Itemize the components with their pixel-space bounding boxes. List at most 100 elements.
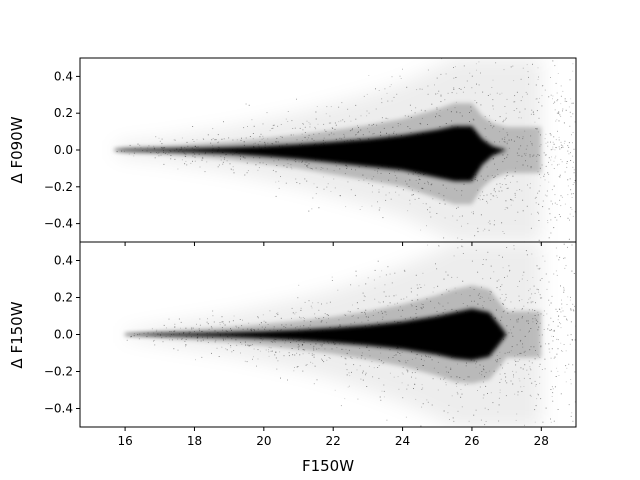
scatter-point [531, 143, 533, 145]
scatter-point [442, 184, 444, 186]
scatter-point [396, 157, 398, 159]
top-y-axis-label: Δ F090W [8, 116, 26, 183]
scatter-point [428, 157, 430, 158]
scatter-point [416, 134, 418, 136]
scatter-point [226, 331, 228, 332]
scatter-point [345, 314, 347, 316]
scatter-point [462, 129, 464, 131]
scatter-point [395, 191, 397, 193]
scatter-point [506, 382, 508, 384]
scatter-point [263, 320, 265, 322]
scatter-point [306, 364, 308, 365]
scatter-point [414, 383, 416, 385]
scatter-point [566, 319, 568, 321]
scatter-point [314, 144, 316, 145]
scatter-point [333, 150, 335, 152]
scatter-point [495, 359, 497, 361]
scatter-point [522, 368, 524, 370]
scatter-point [247, 170, 249, 172]
scatter-point [317, 123, 319, 125]
scatter-point [451, 120, 452, 122]
scatter-point [458, 177, 460, 179]
scatter-point [482, 305, 484, 307]
scatter-point [422, 306, 424, 308]
scatter-point [531, 144, 533, 146]
scatter-point [196, 147, 198, 148]
scatter-point [570, 98, 572, 100]
scatter-point [376, 145, 378, 147]
scatter-point [571, 339, 573, 341]
scatter-point [560, 115, 562, 117]
scatter-point [192, 152, 194, 154]
scatter-point [482, 191, 483, 193]
scatter-point [539, 356, 541, 358]
scatter-point [469, 341, 471, 343]
scatter-point [352, 334, 354, 336]
scatter-point [346, 166, 348, 168]
scatter-point [483, 394, 485, 396]
scatter-point [275, 141, 277, 143]
scatter-point [308, 163, 310, 165]
scatter-point [436, 140, 438, 141]
scatter-point [421, 319, 423, 321]
scatter-point [251, 330, 252, 332]
scatter-point [273, 160, 275, 162]
scatter-point [199, 318, 201, 320]
scatter-point [393, 132, 395, 134]
scatter-point [530, 346, 532, 348]
scatter-point [225, 333, 227, 335]
scatter-point [292, 354, 294, 356]
scatter-point [377, 167, 379, 169]
scatter-point [572, 309, 574, 311]
scatter-point [315, 193, 317, 195]
scatter-point [362, 134, 364, 136]
scatter-point [463, 138, 465, 140]
scatter-point [489, 290, 491, 292]
scatter-point [348, 385, 350, 387]
scatter-point [500, 378, 502, 380]
scatter-point [434, 145, 436, 147]
scatter-point [339, 324, 341, 326]
scatter-point [538, 220, 540, 221]
scatter-point [480, 175, 482, 177]
scatter-point [380, 336, 382, 338]
scatter-point [565, 109, 567, 111]
scatter-point [165, 336, 167, 338]
scatter-point [516, 344, 518, 346]
scatter-point [454, 188, 456, 190]
scatter-point [488, 297, 490, 299]
scatter-point [516, 189, 518, 191]
scatter-point [492, 158, 494, 160]
y-tick-label: 0.4 [54, 69, 73, 83]
scatter-point [415, 107, 417, 109]
scatter-point [416, 294, 418, 296]
scatter-point [439, 202, 441, 204]
scatter-point [551, 348, 553, 350]
scatter-point [568, 106, 570, 108]
scatter-point [326, 168, 328, 170]
scatter-point [393, 376, 395, 378]
scatter-point [352, 332, 354, 334]
scatter-point [212, 128, 214, 130]
scatter-point [531, 382, 533, 384]
scatter-point [192, 139, 194, 140]
scatter-point [223, 339, 224, 341]
scatter-point [525, 91, 527, 93]
scatter-point [278, 145, 280, 147]
scatter-point [385, 311, 387, 313]
y-tick-label: 0.4 [54, 254, 73, 268]
scatter-point [315, 143, 317, 145]
scatter-point [258, 147, 260, 149]
scatter-point [467, 376, 469, 378]
scatter-point [372, 315, 374, 316]
scatter-point [331, 153, 333, 155]
scatter-point [426, 298, 428, 300]
scatter-point [457, 393, 459, 395]
scatter-point [522, 346, 524, 348]
scatter-point [551, 164, 553, 166]
scatter-point [511, 139, 512, 141]
scatter-point [493, 125, 495, 127]
scatter-point [567, 194, 569, 196]
scatter-point [466, 80, 468, 82]
scatter-point [409, 179, 411, 181]
